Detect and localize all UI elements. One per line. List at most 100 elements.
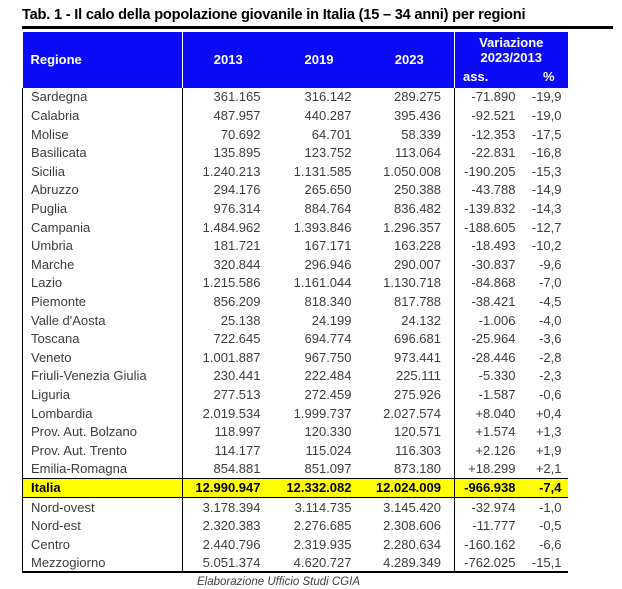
value-2019-cell: 265.650 [304, 182, 352, 198]
region-name-cell: Nord-est [22, 516, 183, 535]
region-name-cell: Lazio [22, 273, 183, 293]
value-2013-cell: 361.165 [213, 89, 261, 105]
value-2023-cell: 289.275 [364, 87, 455, 107]
value-2013-cell: 3.178.394 [202, 499, 261, 515]
value-2023-cell: 275.926 [364, 385, 455, 404]
value-2019-cell: 296.946 [304, 256, 352, 272]
region-name-cell: Sardegna [22, 87, 183, 107]
value-2023-cell: 873.180 [364, 459, 455, 479]
variation-pct-cell: -2,3 [539, 368, 562, 384]
variation-pct-cell: -15,1 [524, 553, 568, 573]
table-row: Molise 70.692 64.701 58.339 -12.353 -17,5 [22, 124, 568, 144]
variation-pct-cell: -7,0 [539, 275, 562, 291]
region-name-cell: Puglia [22, 199, 183, 218]
value-2013-cell: 722.645 [213, 331, 261, 347]
variation-pct-cell: -15,3 [531, 163, 562, 179]
header-row: Regione 2013 2019 2023 Variazione 2023/2… [22, 32, 568, 88]
region-name-cell: Liguria [22, 385, 183, 404]
value-2023-cell: 58.339 [364, 124, 455, 144]
value-2013-cell: 487.957 [213, 108, 261, 124]
variation-abs-cell: -22.831 [471, 145, 516, 161]
variazione-line2: 2023/2013 [480, 50, 542, 66]
value-2013-cell: 181.721 [213, 238, 261, 254]
variation-pct-cell: -14,9 [531, 182, 562, 198]
value-2013-cell: 114.177 [214, 442, 261, 458]
variation-pct-cell: +2,1 [535, 461, 562, 477]
table-row: Puglia 976.314 884.764 836.482 -139.832 -14,3 [22, 199, 568, 218]
value-2013-cell: 135.895 [213, 145, 261, 161]
variation-abs-cell: -139.832 [464, 201, 516, 217]
region-name-cell: Emilia-Romagna [22, 459, 183, 479]
table-row: Marche 320.844 296.946 290.007 -30.837 -9,6 [22, 255, 568, 274]
table-row-macro-area: Nord-est 2.320.383 2.276.685 2.308.606 -11.7… [22, 516, 568, 535]
variation-abs-cell: -966.938 [454, 477, 525, 499]
column-header-regione: Regione [22, 32, 183, 88]
column-header-2023: 2023 [364, 32, 455, 88]
source-note: Elaborazione Ufficio Studi CGIA [197, 576, 360, 588]
value-2023-cell: 24.132 [364, 310, 455, 330]
value-2013-cell: 12.990.947 [182, 477, 274, 499]
value-2019-cell: 1.999.737 [293, 405, 352, 421]
value-2019-cell: 64.701 [311, 126, 352, 142]
variation-abs-cell: -30.837 [471, 256, 516, 272]
variation-pct-cell: -14,3 [531, 201, 562, 217]
region-name-cell: Italia [22, 477, 183, 499]
column-header-variazione: Variazione 2023/2013 ass. % [454, 32, 568, 88]
variation-pct-cell: -9,6 [539, 256, 562, 272]
variation-abs-cell: +2.126 [475, 442, 516, 458]
table-body: Sardegna 361.165 316.142 289.275 -71.890 -19,… [22, 87, 568, 573]
variation-abs-cell: -32.974 [471, 499, 516, 515]
value-2019-cell: 440.287 [304, 108, 352, 124]
variation-pct-cell: -17,5 [531, 126, 562, 142]
variation-abs-cell: -160.162 [464, 536, 516, 552]
value-2013-cell: 294.176 [213, 182, 261, 198]
value-2013-cell: 1.001.887 [202, 349, 261, 365]
table-row: Piemonte 856.209 818.340 817.788 -38.421 -4,5 [22, 292, 568, 311]
value-2019-cell: 115.024 [305, 442, 352, 458]
value-2013-cell: 856.209 [213, 293, 261, 309]
value-2013-cell: 854.881 [213, 461, 261, 477]
value-2023-cell: 696.681 [364, 329, 455, 348]
value-2023-cell: 163.228 [364, 236, 455, 255]
value-2019-cell: 316.142 [304, 89, 352, 105]
region-name-cell: Mezzogiorno [22, 553, 183, 573]
table-row: Prov. Aut. Bolzano 118.997 120.330 120.571 +… [22, 422, 568, 441]
table-row: Friuli-Venezia Giulia 230.441 222.484 225.1… [22, 366, 568, 386]
value-2013-cell: 277.513 [213, 386, 261, 402]
value-2023-cell: 120.571 [364, 422, 455, 441]
value-2023-cell: 2.308.606 [364, 516, 455, 535]
variation-pct-cell: -2,8 [539, 349, 562, 365]
value-2019-cell: 120.330 [304, 424, 352, 440]
region-name-cell: Calabria [22, 106, 183, 125]
region-name-cell: Toscana [22, 329, 183, 348]
region-name-cell: Valle d'Aosta [22, 310, 183, 330]
value-2023-cell: 395.436 [364, 106, 455, 125]
region-name-cell: Sicilia [22, 162, 183, 181]
table-row: Sardegna 361.165 316.142 289.275 -71.890 -19,… [22, 87, 568, 107]
variation-pct-cell: -3,6 [539, 331, 562, 347]
variation-abs-cell: -12.353 [471, 126, 516, 142]
value-2023-cell: 1.050.008 [364, 162, 455, 181]
value-2019-cell: 1.161.044 [293, 275, 352, 291]
value-2023-cell: 1.130.718 [364, 273, 455, 293]
value-2013-cell: 1.240.213 [202, 163, 261, 179]
value-2013-cell: 2.440.796 [202, 536, 261, 552]
variation-abs-cell: +18.299 [468, 461, 516, 477]
variazione-line1: Variazione [479, 35, 544, 50]
value-2013-cell: 1.484.962 [202, 219, 261, 235]
value-2019-cell: 851.097 [304, 461, 352, 477]
variation-pct-cell: +1,9 [535, 442, 562, 458]
value-2023-cell: 12.024.009 [364, 477, 455, 499]
variation-pct-cell: -0,6 [539, 386, 562, 402]
variation-abs-cell: -1.587 [478, 386, 516, 402]
table-header: Regione 2013 2019 2023 Variazione 2023/2… [22, 32, 568, 88]
variation-abs-cell: -190.205 [464, 163, 516, 179]
variation-pct-cell: +0,4 [535, 405, 562, 421]
table-row-macro-area: Nord-ovest 3.178.394 3.114.735 3.145.420 -32… [22, 497, 568, 517]
variation-abs-cell: -18.493 [471, 238, 516, 254]
value-2019-cell: 12.332.082 [273, 477, 365, 499]
value-2023-cell: 817.788 [364, 292, 455, 311]
variation-pct-cell: -4,5 [539, 293, 562, 309]
variation-pct-cell: -12,7 [531, 219, 562, 235]
region-name-cell: Abruzzo [22, 180, 183, 200]
